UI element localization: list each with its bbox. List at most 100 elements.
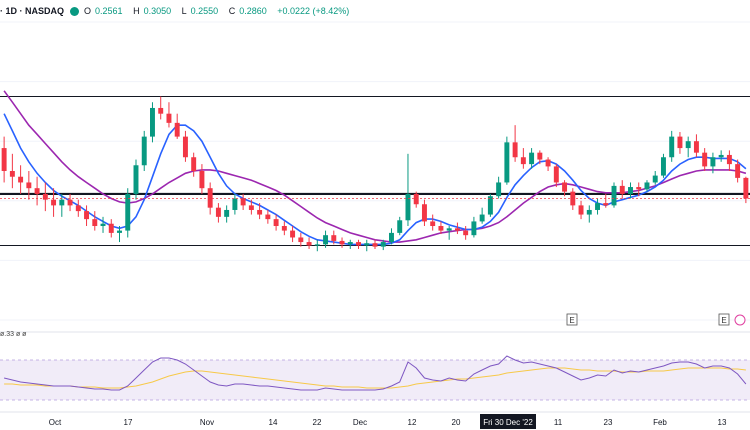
candle [446,226,452,240]
earnings-letter: E [721,316,726,325]
candle [84,205,90,227]
indicator-label: ø.33 ø ø [0,331,27,338]
candle [298,232,304,247]
candle [413,191,419,208]
candle-body [628,187,633,194]
candle-body [273,219,279,227]
candle [166,102,172,128]
candle [18,165,24,194]
candle [397,216,403,236]
candle-body [207,188,213,208]
candle [389,228,394,245]
candle-body [117,230,122,233]
candle-body [619,185,625,194]
candle [702,148,708,171]
candle [117,226,122,243]
candle-body [644,182,650,190]
candle [281,221,287,236]
candle [191,152,197,177]
symbol-label[interactable]: · 1D · NASDAQ [0,6,65,16]
candle-body [59,199,65,206]
candle [595,198,600,215]
candle-body [150,107,155,137]
candle [430,214,436,231]
candle-body [166,113,172,123]
candle [34,176,40,206]
x-tick-highlight [480,414,536,429]
candle-body [487,196,493,215]
candle [553,164,559,188]
candle [487,193,493,217]
candle-body [158,107,164,114]
candle [347,239,353,249]
candle-body [356,242,361,246]
candle-body [9,171,15,177]
candle-body [339,240,345,245]
candle-body [215,207,221,217]
candle [257,203,263,220]
candle [224,205,230,223]
earnings-marker: E [718,313,730,326]
x-tick-label: Fri 30 Dec '22 [483,418,533,427]
candle-body [84,211,90,220]
candle-body [735,164,741,178]
candle [537,150,543,165]
candle-body [125,193,131,231]
open-label: O [84,6,92,16]
candle-body [257,209,263,215]
candle [158,96,164,120]
candle-body [471,221,477,236]
candle-body [578,205,584,215]
candle [331,230,337,245]
candle [75,199,81,217]
x-tick-label: 20 [452,418,461,427]
candle [611,182,617,208]
candle [562,180,568,197]
candle [718,150,724,162]
candle [207,182,213,215]
candle-body [743,177,749,199]
candle-body [446,228,452,231]
candle [150,102,155,143]
earnings-box [566,313,578,326]
low-value: 0.2550 [190,6,219,16]
x-tick-label: 23 [604,418,613,427]
candle [51,188,57,217]
candle [726,150,732,171]
candle [199,164,205,194]
candle-body [240,198,246,206]
x-tick-label: 13 [718,418,727,427]
candle [710,152,716,174]
candle-body [454,228,460,231]
candle-body [693,141,699,153]
candle [67,193,73,212]
candle [133,159,139,200]
candle-body [479,214,485,222]
candle-body [248,205,254,210]
candle-body [677,136,683,149]
candle-body [496,182,502,197]
candle [380,239,386,251]
candle [644,180,650,192]
candle-body [586,209,592,215]
x-tick-label: 22 [313,418,322,427]
high-value: 0.3050 [143,6,172,16]
candle [586,205,592,223]
candle-body [380,242,386,247]
candle-body [75,205,81,212]
candle [570,188,576,210]
candle-body [685,141,691,149]
candle [314,239,320,252]
candle-body [372,243,378,247]
high-label: H [133,6,140,16]
candle-body [199,171,205,189]
candle [660,153,666,178]
candle [273,214,279,231]
candle [372,239,378,249]
candle [9,153,15,189]
earnings-letter: E [569,316,574,325]
candle-body [281,226,287,231]
candle-body [347,242,353,245]
